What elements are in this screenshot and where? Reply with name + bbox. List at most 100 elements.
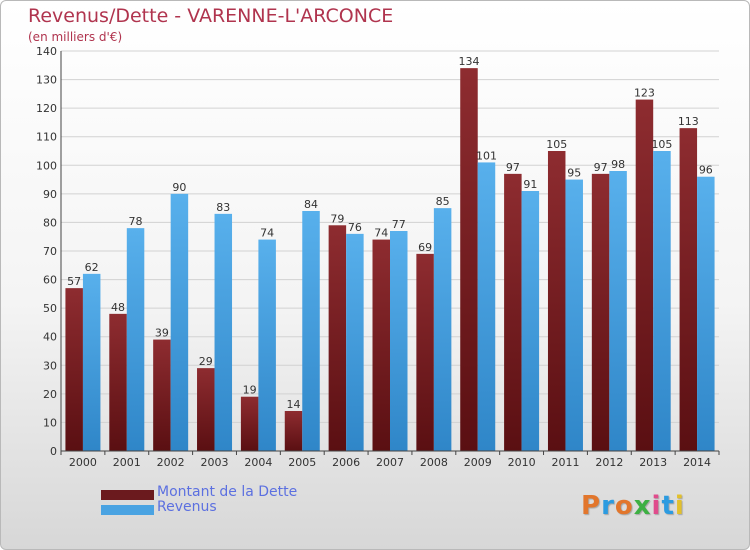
data-label-revenus: 62 [85, 261, 99, 274]
data-label-dette: 105 [546, 138, 567, 151]
bar-dette [240, 396, 259, 451]
legend-swatch-revenus [101, 505, 154, 515]
bar-revenus [82, 273, 101, 451]
data-label-dette: 74 [374, 227, 388, 240]
y-tick-label: 140 [36, 45, 57, 58]
y-tick-label: 120 [36, 102, 57, 115]
y-tick-label: 50 [43, 302, 57, 315]
y-tick-label: 0 [50, 445, 57, 458]
y-tick-label: 10 [43, 416, 57, 429]
bar-revenus [302, 211, 320, 451]
x-tick-label: 2014 [683, 456, 711, 469]
legend-swatch-dette [101, 490, 154, 500]
data-label-dette: 134 [458, 55, 479, 68]
data-label-dette: 123 [634, 87, 655, 100]
bar-revenus [565, 179, 583, 452]
data-label-revenus: 95 [567, 167, 581, 180]
x-tick-label: 2000 [69, 456, 97, 469]
bar-dette [65, 288, 83, 451]
bar-dette [328, 225, 347, 451]
bar-dette [460, 68, 478, 452]
bar-revenus [214, 213, 233, 451]
y-tick-label: 40 [43, 331, 57, 344]
y-tick-label: 90 [43, 188, 57, 201]
y-tick-label: 80 [43, 216, 57, 229]
x-tick-label: 2004 [244, 456, 272, 469]
data-label-revenus: 76 [348, 221, 362, 234]
axes: 0 10 20 30 40 50 60 70 80 90 100 110 120 130 140 2000 20… [36, 45, 720, 469]
data-label-dette: 79 [330, 212, 344, 225]
x-tick-label: 2005 [288, 456, 316, 469]
bar-revenus [609, 171, 627, 451]
y-tick-label: 100 [36, 159, 57, 172]
data-label-revenus: 78 [129, 215, 143, 228]
y-tick-label: 30 [43, 359, 57, 372]
bar-dette [591, 173, 610, 451]
bar-revenus [433, 208, 452, 451]
data-label-revenus: 101 [476, 149, 497, 162]
data-label-revenus: 77 [392, 218, 406, 231]
bar-revenus [697, 176, 715, 451]
bar-revenus [126, 228, 145, 451]
x-tick-label: 2011 [551, 456, 579, 469]
data-label-revenus: 105 [651, 138, 672, 151]
x-tick-label: 2013 [639, 456, 667, 469]
bar-dette [109, 313, 127, 451]
y-tick-label: 60 [43, 274, 57, 287]
data-labels: 57 62 48 78 39 90 29 83 19 74 14 84 79 76 74 77 69 85 134 1… [67, 55, 713, 411]
chart-unit-label: (en milliers d'€) [28, 30, 123, 44]
bar-dette [679, 128, 698, 451]
x-tick-label: 2001 [113, 456, 141, 469]
bar-revenus [346, 233, 364, 451]
data-label-dette: 19 [243, 384, 257, 397]
bar-dette [635, 99, 654, 452]
bar-dette [416, 253, 434, 451]
data-label-revenus: 98 [611, 158, 625, 171]
bar-dette [153, 339, 171, 451]
bar-revenus [477, 162, 496, 451]
x-tick-label: 2007 [376, 456, 404, 469]
data-label-revenus: 90 [172, 181, 186, 194]
data-label-revenus: 85 [436, 195, 450, 208]
data-label-revenus: 74 [260, 227, 274, 240]
x-tick-label: 2012 [595, 456, 623, 469]
data-label-dette: 97 [594, 161, 608, 174]
bar-revenus [258, 239, 276, 451]
data-label-revenus: 96 [699, 164, 713, 177]
x-tick-label: 2010 [508, 456, 536, 469]
bar-revenus [521, 191, 540, 451]
data-label-dette: 14 [287, 398, 301, 411]
bar-dette [504, 173, 522, 451]
legend-label-dette: Montant de la Dette [157, 484, 298, 500]
data-label-dette: 48 [111, 301, 125, 314]
data-label-revenus: 83 [216, 201, 230, 214]
x-tick-label: 2002 [157, 456, 185, 469]
legend-label-revenus: Revenus [157, 499, 217, 515]
x-tick-label: 2006 [332, 456, 360, 469]
bar-revenus [653, 151, 671, 451]
bars [65, 68, 715, 452]
y-tick-label: 70 [43, 245, 57, 258]
bar-revenus [170, 193, 189, 451]
bar-revenus [390, 231, 408, 451]
x-tick-label: 2008 [420, 456, 448, 469]
y-tick-label: 20 [43, 388, 57, 401]
data-label-revenus: 84 [304, 198, 318, 211]
x-tick-label: 2009 [464, 456, 492, 469]
bar-dette [284, 411, 303, 451]
data-label-dette: 39 [155, 327, 169, 340]
data-label-dette: 97 [506, 161, 520, 174]
bar-dette [372, 239, 390, 451]
y-tick-label: 110 [36, 131, 57, 144]
data-label-dette: 57 [67, 275, 81, 288]
data-label-dette: 113 [678, 115, 699, 128]
x-tick-label: 2003 [201, 456, 229, 469]
bar-dette [547, 151, 566, 451]
data-label-dette: 69 [418, 241, 432, 254]
bar-dette [197, 368, 215, 451]
chart-title: Revenus/Dette - VARENNE-L'ARCONCE [28, 5, 394, 27]
y-tick-label: 130 [36, 74, 57, 87]
data-label-revenus: 91 [523, 178, 537, 191]
